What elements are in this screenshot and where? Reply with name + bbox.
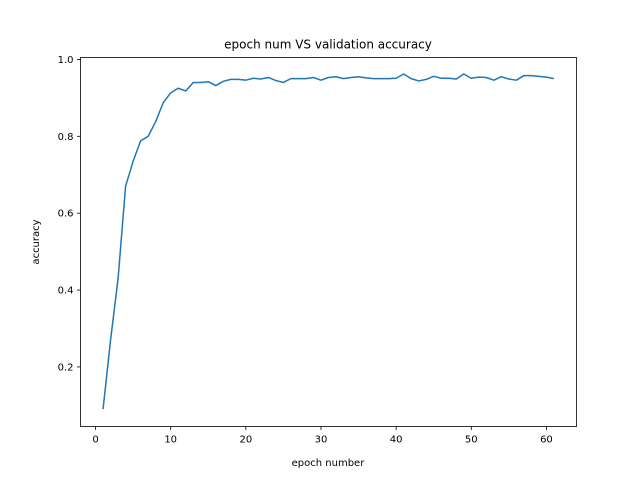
y-tick-label: 0.2 [58,362,74,373]
x-tick-label: 0 [92,435,98,446]
y-tick-label: 0.6 [58,209,74,220]
y-tick-label: 1.0 [58,55,74,66]
y-tick-label: 0.4 [58,286,74,297]
x-tick-label: 40 [390,435,403,446]
x-tick-label: 60 [540,435,553,446]
plot-frame [80,57,577,427]
x-tick-label: 20 [239,435,252,446]
x-tick-label: 50 [465,435,478,446]
x-tick-label: 30 [315,435,328,446]
chart-title: epoch num VS validation accuracy [224,38,432,52]
series-line [102,73,555,410]
x-axis-label: epoch number [292,458,366,469]
ticks: 0 10 20 30 40 50 60 0.2 0.4 0.6 0.8 1.0 [58,55,553,446]
y-axis-label: accuracy [31,219,42,264]
y-tick-label: 0.8 [58,132,74,143]
x-tick-label: 10 [164,435,177,446]
